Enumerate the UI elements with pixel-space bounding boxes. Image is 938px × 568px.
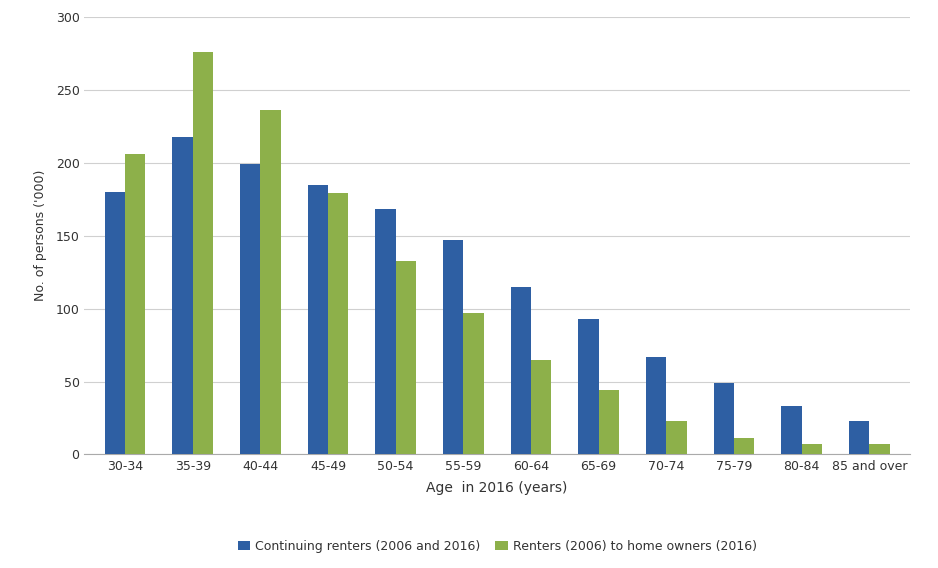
Bar — [105, 192, 125, 454]
Bar — [531, 360, 552, 454]
Bar — [375, 210, 396, 454]
Bar — [849, 421, 870, 454]
Bar — [870, 444, 889, 454]
Bar — [396, 261, 416, 454]
Bar — [714, 383, 734, 454]
Bar — [802, 444, 822, 454]
Bar — [240, 164, 261, 454]
Bar — [125, 154, 145, 454]
Legend: Continuing renters (2006 and 2016), Renters (2006) to home owners (2016): Continuing renters (2006 and 2016), Rent… — [233, 535, 762, 558]
Bar — [463, 313, 484, 454]
Y-axis label: No. of persons ('000): No. of persons ('000) — [35, 170, 47, 302]
Bar — [781, 406, 802, 454]
Bar — [443, 240, 463, 454]
Bar — [646, 357, 666, 454]
Bar — [192, 52, 213, 454]
Bar — [173, 136, 192, 454]
X-axis label: Age  in 2016 (years): Age in 2016 (years) — [427, 481, 567, 495]
Bar — [510, 287, 531, 454]
Bar — [598, 390, 619, 454]
Bar — [308, 185, 328, 454]
Bar — [579, 319, 598, 454]
Bar — [734, 438, 754, 454]
Bar — [328, 194, 348, 454]
Bar — [666, 421, 687, 454]
Bar — [261, 110, 280, 454]
